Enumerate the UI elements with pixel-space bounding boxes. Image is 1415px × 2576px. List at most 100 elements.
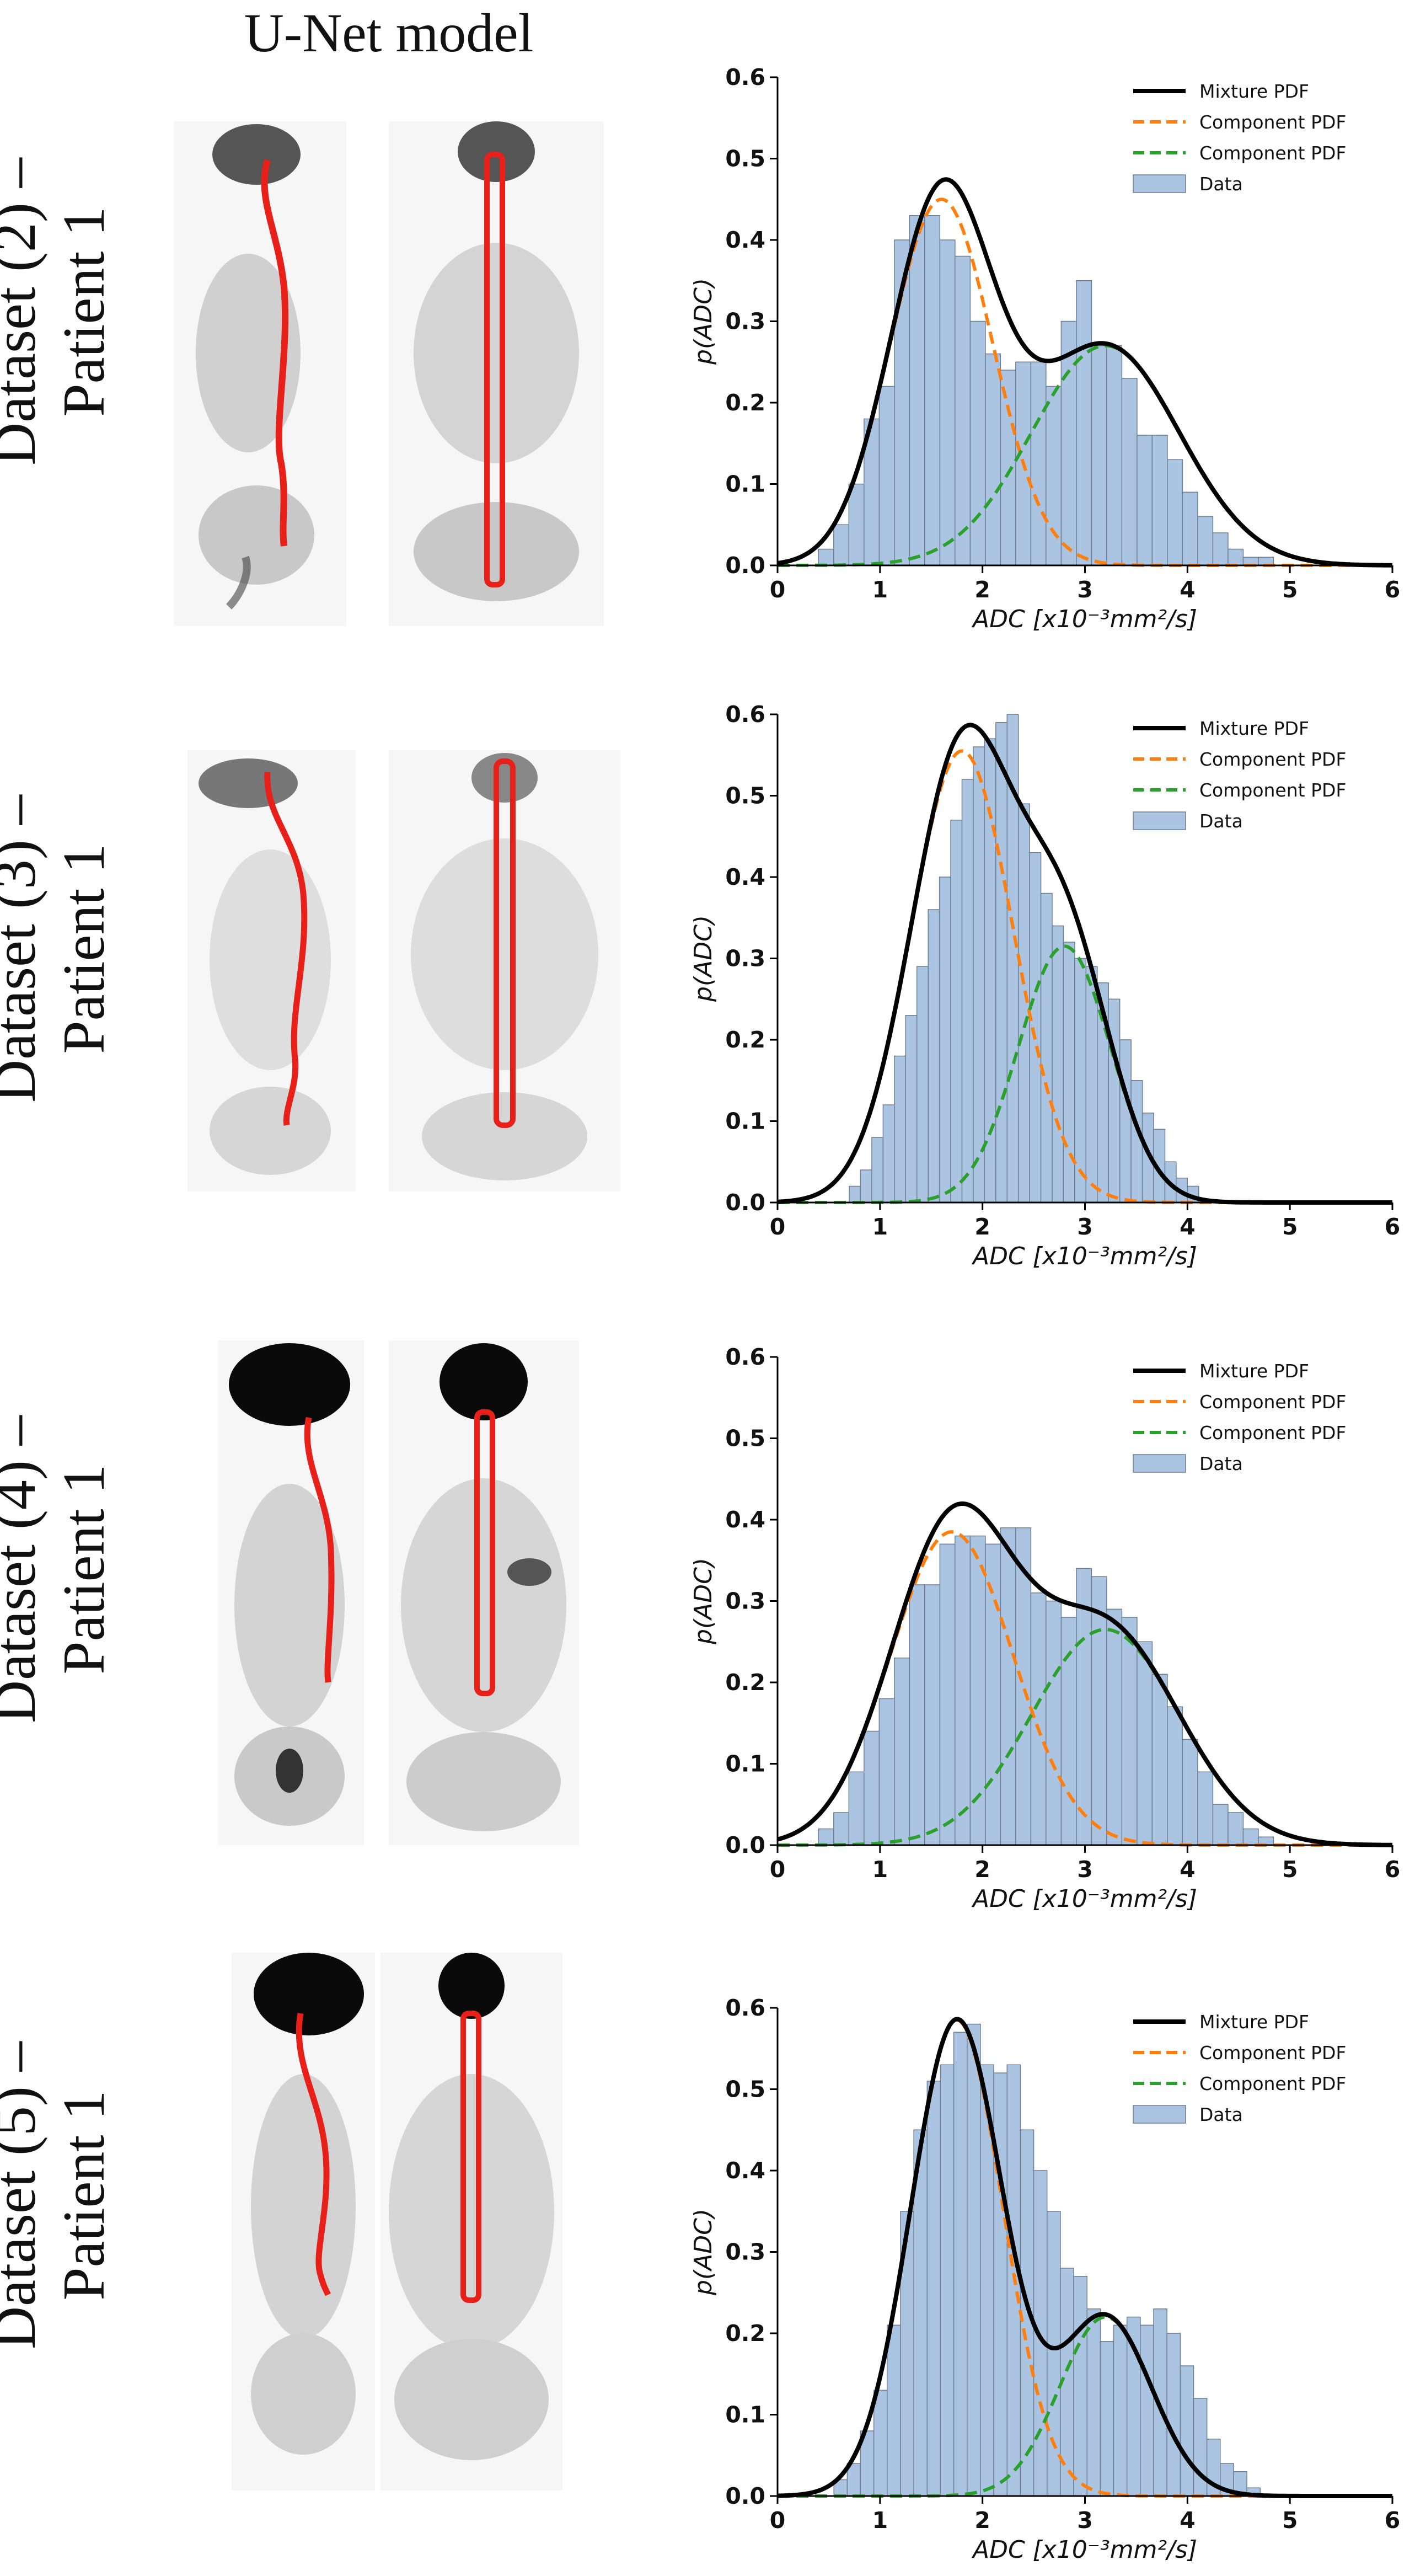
histogram-bar (916, 966, 929, 1203)
adc-histogram-chart-dataset-4: 0 1 2 3 4 5 6 0.0 0.1 0.2 0.3 0.4 0.5 0.6 ADC [x10⁻³mm… (689, 1344, 1400, 1913)
x-tick-label: 1 (872, 1214, 888, 1240)
adc-histogram-chart-dataset-2: 0 1 2 3 4 5 6 0.0 0.1 0.2 0.3 0.4 0.5 0.6 ADC [x10⁻³mm… (689, 64, 1401, 633)
histogram-bar (1017, 803, 1030, 1203)
histogram-bar (1108, 998, 1121, 1203)
histogram-bar (939, 239, 956, 566)
histogram-bar (961, 779, 974, 1203)
histogram-bar (1166, 2333, 1181, 2497)
histogram-bar (882, 1104, 895, 1203)
histogram-bar (1030, 1592, 1047, 1846)
legend-label: Component PDF (1199, 111, 1346, 133)
mixture-pdf-curve (777, 177, 1392, 568)
histogram-bar (848, 1771, 865, 1846)
histogram-bar (1086, 2308, 1101, 2497)
histogram-bar (1137, 435, 1153, 566)
histogram-bar (1106, 1608, 1123, 1846)
histogram-bar (1052, 925, 1064, 1203)
row-label-patient: Patient 1 (51, 843, 117, 1054)
row-label-dataset: Dataset (3) – (0, 795, 48, 1103)
y-tick-label: 0.4 (725, 2157, 765, 2184)
x-tick-label: 5 (1282, 1856, 1298, 1883)
histogram-bar (905, 1015, 918, 1203)
sagittal-scan-image (187, 750, 356, 1191)
y-tick-label: 0.1 (725, 2402, 765, 2428)
histogram-bar (1046, 386, 1062, 566)
row-label-dataset: Dataset (4) – (0, 1415, 48, 1723)
histogram-bar (1015, 1527, 1032, 1846)
histogram-bar (1113, 2324, 1128, 2497)
y-tick-label: 0.1 (725, 471, 765, 498)
legend-swatch-bar (1133, 1454, 1186, 1473)
y-tick-label: 0.3 (725, 2239, 765, 2265)
mixture-pdf-curve (776, 1501, 1392, 1847)
y-axis-label: p(ADC) (689, 278, 717, 365)
coronal-scan-image (389, 121, 604, 626)
row-label-patient: Patient 1 (51, 2090, 117, 2301)
x-tick-label: 4 (1180, 1214, 1196, 1240)
histogram-bar (1167, 1706, 1183, 1846)
histogram-bar (833, 1812, 850, 1846)
y-tick-label: 0.4 (725, 1506, 765, 1533)
y-tick-label: 0.2 (725, 1669, 765, 1696)
histogram-bar (1029, 852, 1042, 1203)
x-tick-label: 4 (1180, 576, 1196, 603)
histogram-bar (818, 1828, 834, 1846)
histogram-bar (1046, 2211, 1061, 2497)
histogram-bar (950, 820, 963, 1203)
legend-label: Data (1199, 173, 1243, 195)
histogram-bar (969, 320, 986, 566)
x-axis-label: ADC [x10⁻³mm²/s] (971, 605, 1197, 633)
sagittal-scan-image (232, 1953, 375, 2491)
legend-label: Mixture PDF (1199, 81, 1309, 102)
x-tick-label: 3 (1077, 1856, 1093, 1883)
histogram-bar (1106, 345, 1123, 566)
x-axis-label: ADC [x10⁻³mm²/s] (971, 2536, 1197, 2564)
histogram-bar (1212, 532, 1229, 566)
histogram-bar (985, 1543, 1001, 1846)
row-label-dataset: Dataset (5) – (0, 2041, 48, 2349)
histogram-bar (1137, 1641, 1153, 1846)
histogram-bar (953, 2032, 968, 2497)
histogram-bar (1182, 1739, 1198, 1846)
histogram-bar (1046, 1600, 1062, 1846)
coronal-scan-image (389, 750, 620, 1191)
histogram-bar (973, 746, 985, 1203)
x-tick-label: 6 (1385, 576, 1401, 603)
histogram-bar (1121, 378, 1138, 566)
x-tick-label: 0 (770, 1856, 786, 1883)
legend-swatch-bar (1133, 174, 1186, 193)
legend-label: Component PDF (1199, 1391, 1346, 1413)
legend-label: Component PDF (1199, 2073, 1346, 2094)
x-tick-label: 4 (1180, 1856, 1196, 1883)
histogram-bar (1151, 435, 1168, 566)
y-tick-label: 0.2 (725, 2320, 765, 2347)
legend-swatch-bar (1133, 2105, 1186, 2124)
histogram-bar (1197, 1771, 1214, 1846)
histogram-bar (1119, 1039, 1132, 1203)
histogram-bar (818, 548, 834, 566)
row-label-patient: Patient 1 (51, 206, 117, 417)
histogram-bar (1030, 361, 1047, 566)
y-tick-label: 0.5 (725, 146, 765, 172)
legend-label: Data (1199, 810, 1243, 832)
x-tick-label: 3 (1077, 1214, 1093, 1240)
histogram-bar (1140, 2324, 1154, 2497)
y-tick-label: 0.0 (725, 552, 765, 579)
histogram-bar (1091, 345, 1107, 566)
histogram-bar (878, 1698, 895, 1846)
row-label-dataset-3: Dataset (3) – Patient 1 (0, 701, 135, 1197)
y-tick-label: 0.1 (725, 1751, 765, 1777)
histogram-bar (1063, 942, 1075, 1203)
x-tick-label: 2 (974, 2507, 990, 2534)
histogram-bar (909, 215, 925, 566)
y-tick-label: 0.5 (725, 783, 765, 809)
histogram-bar (939, 877, 951, 1203)
histogram-bar (1100, 2341, 1114, 2497)
row-label-dataset-5: Dataset (5) – Patient 1 (0, 1947, 135, 2444)
x-axis-label: ADC [x10⁻³mm²/s] (971, 1242, 1197, 1270)
adc-histogram-chart-dataset-3: 0 1 2 3 4 5 6 0.0 0.1 0.2 0.3 0.4 0.5 0.6 ADC [x10⁻³mm… (689, 701, 1400, 1270)
x-tick-label: 1 (872, 2507, 888, 2534)
histogram-bar (1151, 1674, 1168, 1846)
histogram-bar (995, 722, 1008, 1203)
histogram-bar (940, 2064, 955, 2497)
